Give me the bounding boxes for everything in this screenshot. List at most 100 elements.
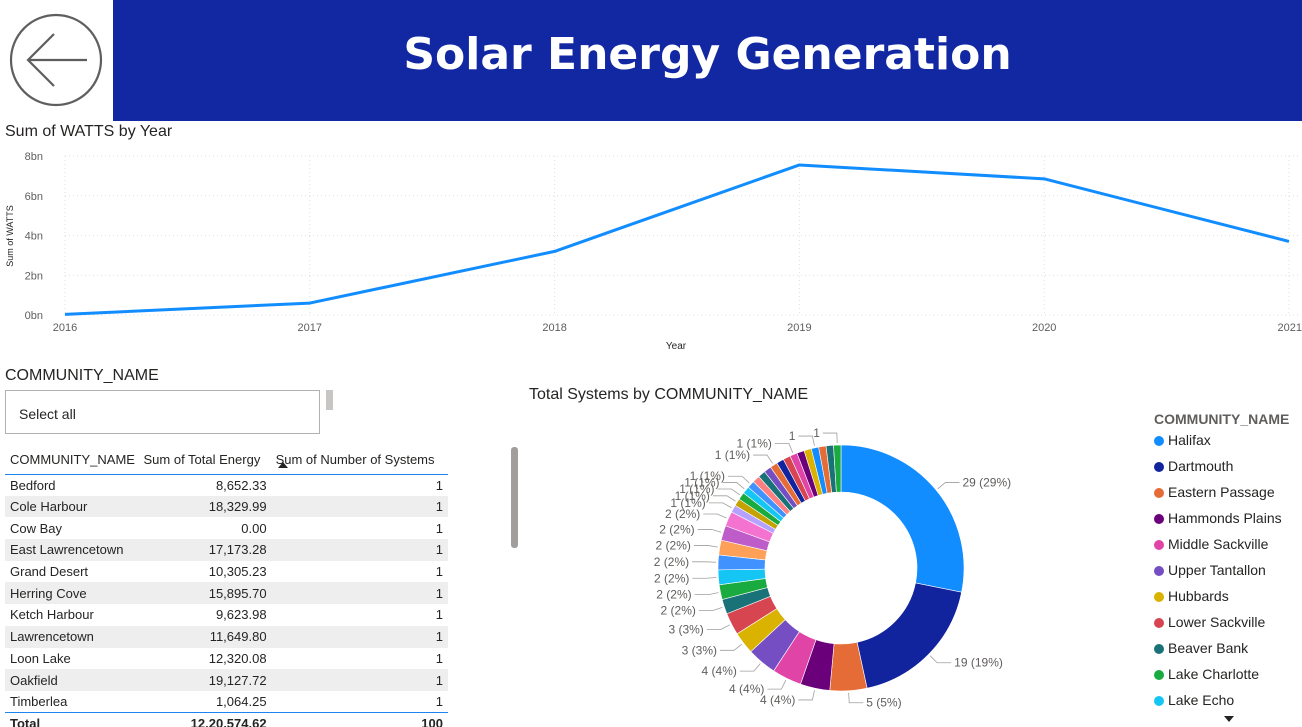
legend-scroll-down-icon[interactable] [1224,716,1234,722]
legend-item[interactable]: Hammonds Plains [1154,510,1282,528]
line-chart[interactable]: 0bn 2bn 4bn 6bn 8bn 2016 2017 2018 2019 2020 2021 Y… [0,140,1302,355]
legend-item[interactable]: Dartmouth [1154,458,1233,476]
slice-data-label: 3 (3%) [682,643,717,657]
systems-cell: 1 [271,495,448,518]
donut-slice[interactable] [833,444,842,493]
y-axis-title: Sum of WATTS [5,205,15,267]
legend-color-dot [1154,488,1164,498]
legend-item[interactable]: Upper Tantallon [1154,562,1266,580]
table-row[interactable]: Herring Cove 15,895.70 1 [5,582,448,605]
x-tick-label: 2017 [298,322,322,334]
slice-leader-line [693,545,718,548]
legend-color-dot [1154,566,1164,576]
data-point[interactable] [1042,177,1046,181]
total-label: Total [5,712,142,727]
community-cell: Timberlea [10,693,68,709]
data-point[interactable] [1287,239,1291,243]
legend-item[interactable]: Eastern Passage [1154,484,1275,502]
slice-leader-line [774,443,794,453]
slice-data-label: 1 (1%) [715,448,750,462]
legend-item-label: Hammonds Plains [1168,510,1282,526]
header-banner: Solar Energy Generation [113,0,1302,121]
legend-item[interactable]: Beaver Bank [1154,640,1248,658]
table-scrollbar[interactable] [511,447,518,548]
table-row[interactable]: Bedford 8,652.33 1 [5,474,448,496]
legend-color-dot [1154,436,1164,446]
slice-leader-line [929,655,952,664]
y-tick-label: 4bn [25,231,43,243]
x-axis-title: Year [666,341,687,352]
table-row[interactable]: Oakfield 19,127.72 1 [5,669,448,691]
table-row[interactable]: Cow Bay 0.00 1 [5,517,448,539]
legend-item-label: Hubbards [1168,588,1229,604]
total-energy-cell: 18,329.99 [141,495,272,518]
slicer-option-label: Select all [19,406,76,422]
donut-slice[interactable] [856,582,962,689]
legend-item[interactable]: Lake Echo [1154,692,1234,710]
total-energy-cell: 17,173.28 [141,539,272,561]
data-point[interactable] [308,301,312,305]
community-table: COMMUNITY_NAME Sum of Total Energy Sum o… [5,446,448,727]
table-row[interactable]: East Lawrencetown 17,173.28 1 [5,539,448,561]
slice-leader-line [697,529,722,533]
slice-data-label: 1 (1%) [675,489,710,503]
legend-item[interactable]: Lower Sackville [1154,614,1265,632]
community-cell: Lawrencetown [5,625,142,648]
page-title: Solar Energy Generation [403,29,1012,80]
legend-item[interactable]: Middle Sackville [1154,536,1268,554]
legend-item[interactable]: Hubbards [1154,588,1229,606]
legend-item-label: Upper Tantallon [1168,562,1266,578]
donut-slice[interactable] [840,444,965,593]
legend-color-dot [1154,618,1164,628]
x-tick-label: 2021 [1278,322,1302,334]
column-header-number-of-systems[interactable]: Sum of Number of Systems [271,446,448,475]
series-line[interactable] [64,163,1290,316]
data-point[interactable] [553,249,557,253]
legend-item[interactable]: Halifax [1154,432,1211,450]
community-cell: Grand Desert [10,564,89,580]
donut-chart-title: Total Systems by COMMUNITY_NAME [529,386,809,403]
y-tick-label: 0bn [25,310,43,322]
legend-color-dot [1154,540,1164,550]
table-row[interactable]: Cole Harbour 18,329.99 1 [5,495,448,518]
total-energy-cell: 12,320.08 [208,650,267,666]
table-row[interactable]: Ketch Harbour 9,623.98 1 [5,604,448,626]
systems-cell: 1 [435,520,443,536]
sort-ascending-icon[interactable] [278,462,288,468]
back-button[interactable] [0,0,113,121]
x-tick-label: 2018 [542,322,566,334]
slice-leader-line [848,692,864,704]
total-energy-cell: 0.00 [241,520,267,536]
legend-color-dot [1154,644,1164,654]
slice-data-label: 4 (4%) [729,682,764,696]
table-row[interactable]: Timberlea 1,064.25 1 [5,691,448,713]
legend-color-dot [1154,670,1164,680]
column-header-community[interactable]: COMMUNITY_NAME [5,446,142,475]
data-point[interactable] [63,312,67,316]
table-row[interactable]: Grand Desert 10,305.23 1 [5,561,448,583]
line-chart-title: Sum of WATTS by Year [5,123,173,140]
slicer-scrollbar[interactable] [326,390,333,410]
slice-data-label: 2 (2%) [665,507,700,521]
slice-data-label: 1 [813,426,820,440]
community-cell: East Lawrencetown [5,539,142,561]
total-energy-cell: 19,127.72 [141,669,272,691]
table-row[interactable]: Lawrencetown 11,649.80 1 [5,625,448,648]
table-row[interactable]: Loon Lake 12,320.08 1 [5,648,448,670]
slice-data-label: 19 (19%) [954,656,1003,670]
slice-leader-line [692,577,717,579]
legend-color-dot [1154,514,1164,524]
systems-cell: 1 [435,477,443,493]
y-tick-label: 8bn [25,151,43,163]
legend-color-dot [1154,592,1164,602]
legend-item-label: Dartmouth [1168,458,1234,474]
slice-data-label: 1 (1%) [737,436,772,450]
systems-cell: 1 [271,669,448,691]
total-systems-value: 100 [271,712,448,727]
data-point[interactable] [797,163,801,167]
column-header-total-energy[interactable]: Sum of Total Energy [141,446,272,475]
donut-chart[interactable]: 29 (29%)19 (19%)5 (5%)4 (4%)4 (4%)4 (4%)… [520,405,1150,727]
legend-item[interactable]: Lake Charlotte [1154,666,1259,684]
legend-item-label: Eastern Passage [1168,484,1275,500]
community-slicer-select-all[interactable]: Select all [5,390,320,434]
